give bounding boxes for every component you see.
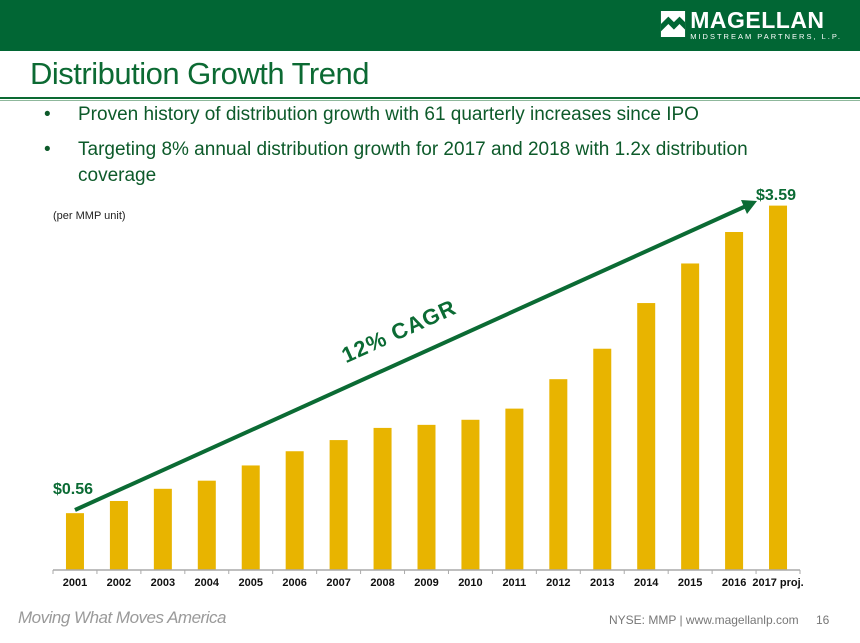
- data-label-last: $3.59: [756, 187, 796, 204]
- bar: [285, 451, 304, 570]
- x-tick-label: 2012: [546, 577, 570, 589]
- logo-name: MAGELLAN: [690, 7, 825, 33]
- x-tick-label: 2004: [195, 577, 220, 589]
- bar: [329, 440, 348, 570]
- bullet-icon: •: [44, 139, 51, 160]
- x-tick-label: 2003: [151, 577, 175, 589]
- bar: [637, 303, 656, 570]
- divider: [0, 97, 860, 99]
- logo-subtitle: MIDSTREAM PARTNERS, L.P.: [690, 32, 842, 41]
- bar: [417, 424, 436, 570]
- bar: [65, 513, 84, 570]
- arrow-head-icon: [741, 200, 757, 214]
- x-tick-label: 2016: [722, 577, 746, 589]
- cagr-annotation: 12% CAGR: [338, 294, 460, 368]
- x-tick-label: 2008: [370, 577, 394, 589]
- header-bar: MAGELLAN MIDSTREAM PARTNERS, L.P.: [0, 0, 860, 51]
- bar: [461, 419, 480, 570]
- x-tick-label: 2010: [458, 577, 482, 589]
- x-tick-label: 2009: [414, 577, 438, 589]
- bar: [549, 379, 568, 570]
- ticker-website: NYSE: MMP | www.magellanlp.com: [609, 613, 799, 627]
- bar: [153, 488, 172, 570]
- x-tick-label: 2006: [282, 577, 306, 589]
- mountain-logo-icon: [661, 11, 686, 37]
- x-tick-label: 2007: [326, 577, 350, 589]
- x-tick-label: 2013: [590, 577, 614, 589]
- page-number: 16: [816, 613, 830, 627]
- tagline: Moving What Moves America: [18, 608, 226, 627]
- x-tick-label: 2011: [502, 577, 526, 589]
- unit-note: (per MMP unit): [53, 210, 126, 222]
- bar: [725, 232, 744, 570]
- data-label-first: $0.56: [53, 481, 93, 498]
- divider: [0, 100, 860, 101]
- x-tick-label: 2015: [678, 577, 702, 589]
- bar: [593, 348, 612, 570]
- bullet-icon: •: [44, 104, 51, 125]
- bar: [241, 465, 260, 570]
- x-tick-label: 2005: [238, 577, 262, 589]
- bar: [197, 480, 216, 570]
- bar: [505, 408, 524, 570]
- bar: [769, 205, 788, 571]
- bar: [681, 263, 700, 570]
- bar: [109, 500, 128, 570]
- page-title: Distribution Growth Trend: [30, 56, 369, 91]
- x-tick-label: 2014: [634, 577, 659, 589]
- bar: [373, 427, 392, 570]
- cagr-arrow-line: [74, 204, 746, 512]
- x-tick-label: 2002: [107, 577, 131, 589]
- magellan-logo: MAGELLAN MIDSTREAM PARTNERS, L.P.: [661, 7, 842, 41]
- x-tick-label: 2017 proj.: [752, 577, 803, 589]
- x-tick-label: 2001: [63, 577, 87, 589]
